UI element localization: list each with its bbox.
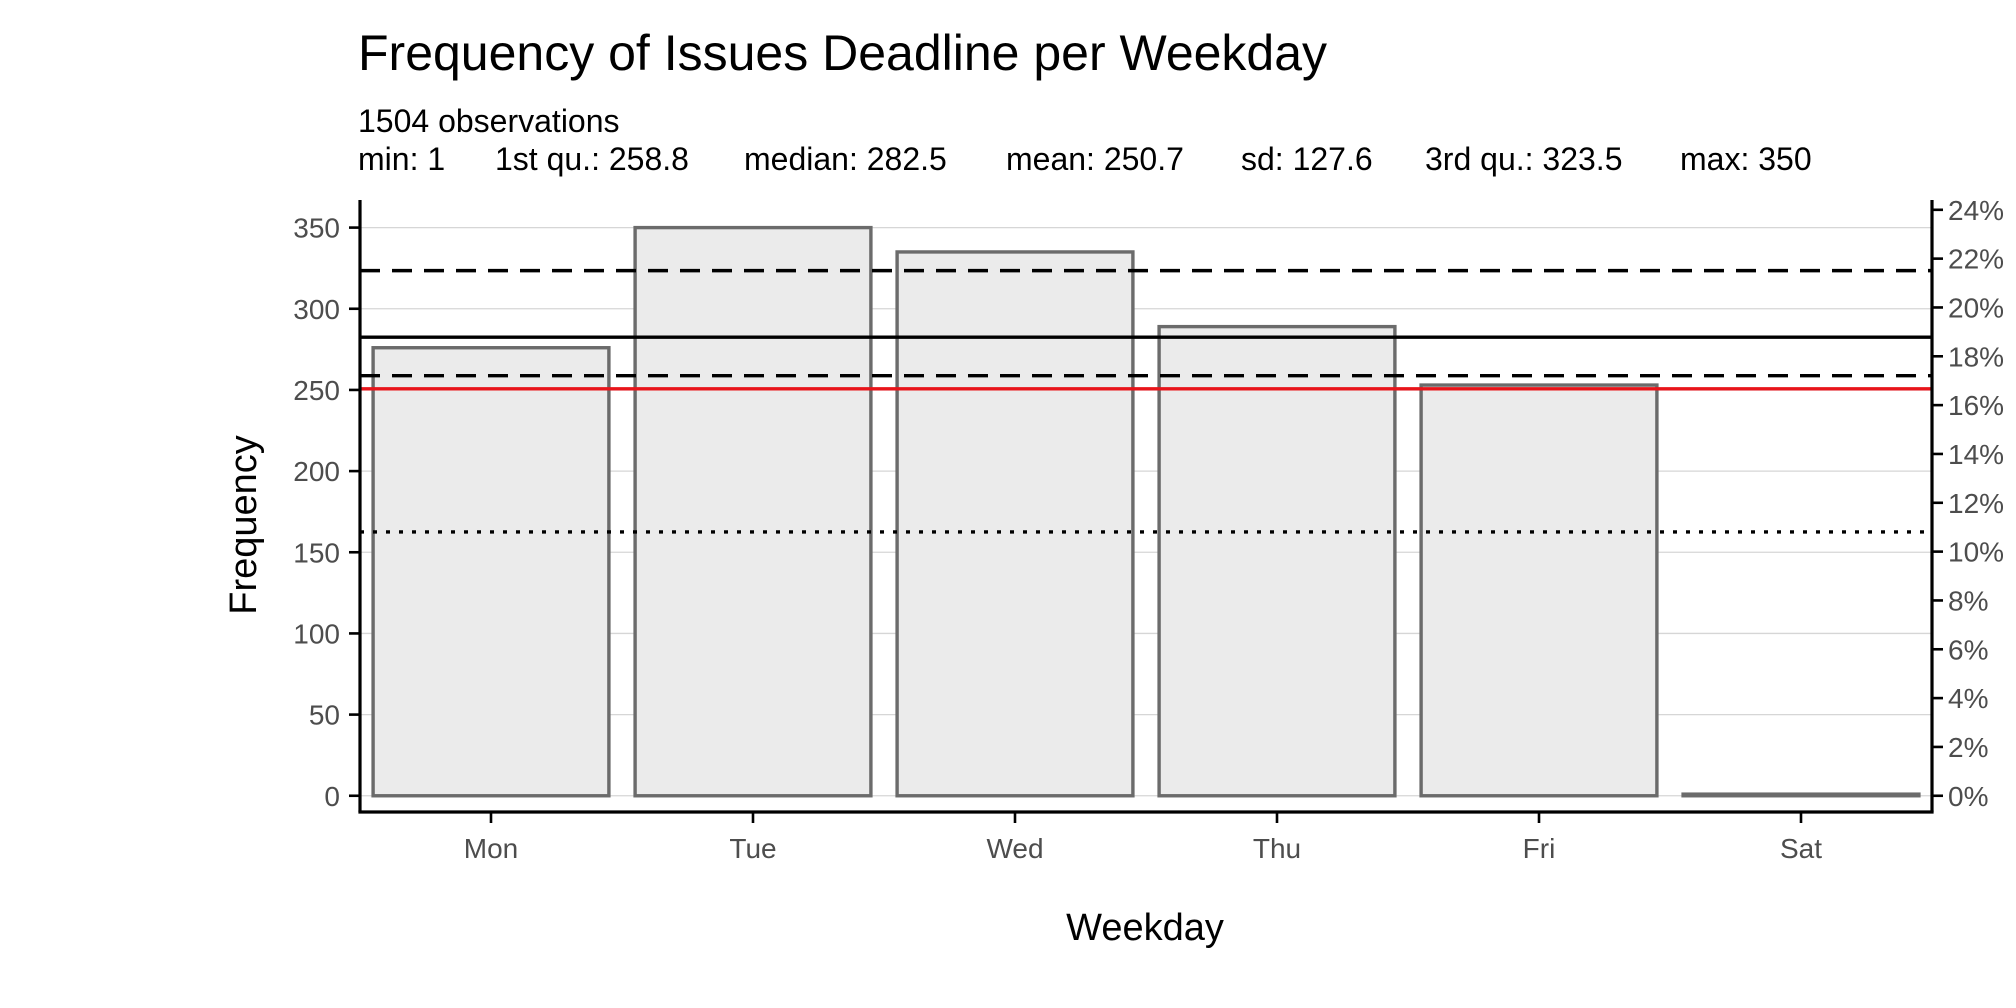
x-tick-label: Fri xyxy=(1523,833,1556,864)
bar-mon xyxy=(371,346,611,798)
summary-stat: sd: 127.6 xyxy=(1241,141,1373,177)
x-tick-label: Wed xyxy=(986,833,1043,864)
reference-lines xyxy=(360,268,1932,534)
y-tick-label: 300 xyxy=(293,294,340,325)
x-tick-label: Mon xyxy=(464,833,518,864)
y-tick-label: 150 xyxy=(293,537,340,568)
y-tick-label: 350 xyxy=(293,213,340,244)
y-tick-label: 200 xyxy=(293,456,340,487)
summary-stat: min: 1 xyxy=(358,141,445,177)
y-tick-label: 250 xyxy=(293,375,340,406)
x-tick-label: Sat xyxy=(1780,833,1822,864)
summary-stat: max: 350 xyxy=(1680,141,1812,177)
summary-stat: 1st qu.: 258.8 xyxy=(495,141,689,177)
summary-stats: min: 1 1st qu.: 258.8 median: 282.5 mean: 2… xyxy=(358,141,1812,177)
y2-tick-label: 6% xyxy=(1948,634,1988,665)
bar-fri xyxy=(1419,383,1659,798)
y2-tick-label: 12% xyxy=(1948,488,2004,519)
y2-tick-label: 24% xyxy=(1948,195,2004,226)
y-tick-label: 50 xyxy=(309,700,340,731)
y-tick-label: 100 xyxy=(293,618,340,649)
y2-tick-label: 16% xyxy=(1948,390,2004,421)
bar-tue xyxy=(633,225,873,798)
y2-tick-label: 0% xyxy=(1948,781,1988,812)
bar-sat xyxy=(1681,792,1921,798)
y-tick-label: 0 xyxy=(324,781,340,812)
x-tick-label: Thu xyxy=(1253,833,1301,864)
summary-stat: mean: 250.7 xyxy=(1006,141,1184,177)
y2-tick-label: 22% xyxy=(1948,244,2004,275)
y2-tick-label: 20% xyxy=(1948,292,2004,323)
x-tick-label: Tue xyxy=(729,833,776,864)
y2-tick-label: 4% xyxy=(1948,683,1988,714)
y2-tick-label: 14% xyxy=(1948,439,2004,470)
y-axis-title: Frequency xyxy=(223,435,265,615)
y2-tick-label: 8% xyxy=(1948,585,1988,616)
x-axis-title: Weekday xyxy=(1066,907,1224,949)
chart-subtitle: 1504 observations xyxy=(358,103,620,139)
bars xyxy=(371,225,1921,798)
summary-stat: median: 282.5 xyxy=(744,141,947,177)
axes: 0 50 100 150 200 250 300 350 Mon Tue Wed Thu Fri Sat 0… xyxy=(293,195,2004,864)
bar-thu xyxy=(1157,324,1397,798)
chart-title: Frequency of Issues Deadline per Weekday xyxy=(358,25,1327,81)
y2-tick-label: 10% xyxy=(1948,537,2004,568)
y2-tick-label: 18% xyxy=(1948,341,2004,372)
summary-stat: 3rd qu.: 323.5 xyxy=(1425,141,1622,177)
y2-tick-label: 2% xyxy=(1948,732,1988,763)
bar-wed xyxy=(895,250,1135,798)
